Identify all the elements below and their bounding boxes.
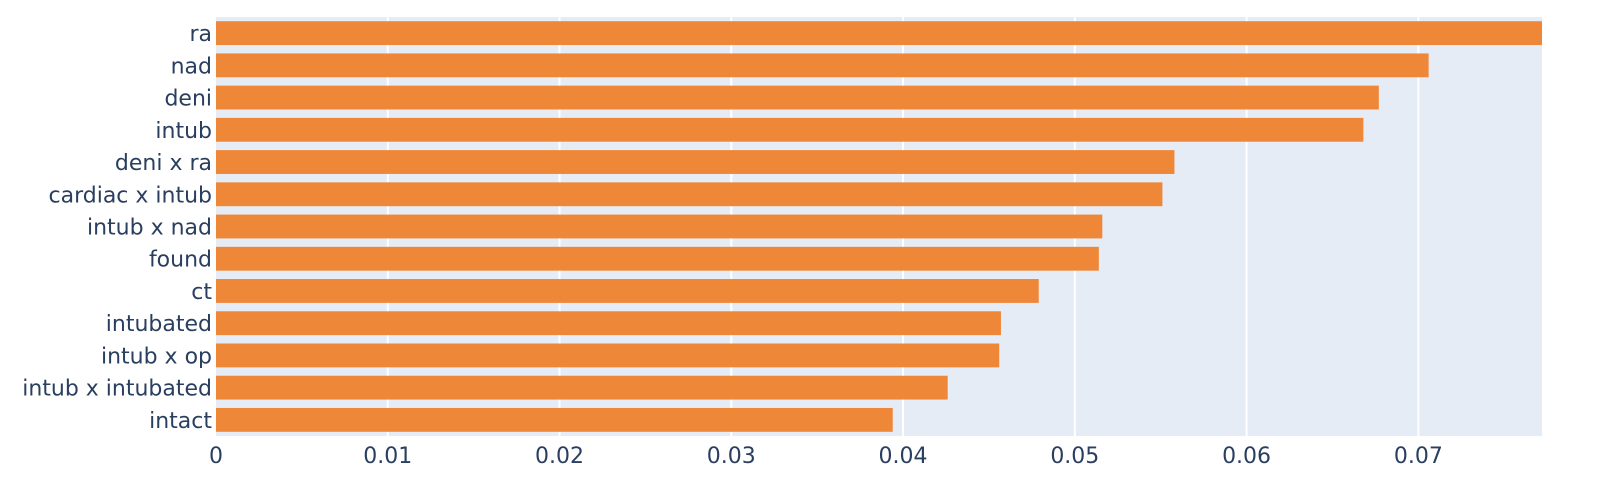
bar[interactable] [216, 343, 1000, 368]
y-tick-label: intact [149, 409, 212, 434]
x-tick-label: 0.02 [535, 444, 584, 469]
y-tick-label: intub x intubated [22, 377, 212, 402]
y-tick-label: intub [155, 119, 212, 144]
bar[interactable] [216, 407, 893, 432]
bar[interactable] [216, 85, 1379, 110]
bar[interactable] [216, 53, 1429, 78]
y-tick-label: nad [171, 54, 212, 79]
bar[interactable] [216, 375, 948, 400]
x-tick-label: 0.04 [879, 444, 928, 469]
bar[interactable] [216, 117, 1364, 142]
bar[interactable] [216, 246, 1099, 271]
bar[interactable] [216, 311, 1001, 336]
x-tick-labels: 0 0.01 0.02 0.03 0.04 0.05 0.06 0.07 [209, 444, 1443, 469]
y-tick-label: intubated [106, 312, 212, 337]
y-tick-label: intub x nad [87, 216, 212, 241]
x-tick-label: 0.07 [1394, 444, 1443, 469]
y-tick-label: deni [164, 87, 212, 112]
x-tick-label: 0.01 [363, 444, 412, 469]
y-tick-label: deni x ra [115, 151, 212, 176]
y-tick-label: found [149, 248, 212, 273]
bars [216, 21, 1542, 432]
x-tick-label: 0.05 [1050, 444, 1099, 469]
y-tick-label: intub x op [101, 344, 212, 369]
y-tick-label: ra [189, 22, 212, 47]
y-tick-label: cardiac x intub [49, 183, 213, 208]
bar[interactable] [216, 21, 1542, 46]
bar[interactable] [216, 214, 1103, 239]
x-tick-label: 0.03 [707, 444, 756, 469]
bar[interactable] [216, 182, 1163, 207]
x-tick-label: 0 [209, 444, 223, 469]
bar[interactable] [216, 279, 1039, 303]
y-tick-labels: ra nad deni intub deni x ra cardiac x intub in… [22, 22, 212, 434]
y-tick-label: ct [191, 280, 212, 305]
bar[interactable] [216, 150, 1175, 174]
x-tick-label: 0.06 [1222, 444, 1271, 469]
